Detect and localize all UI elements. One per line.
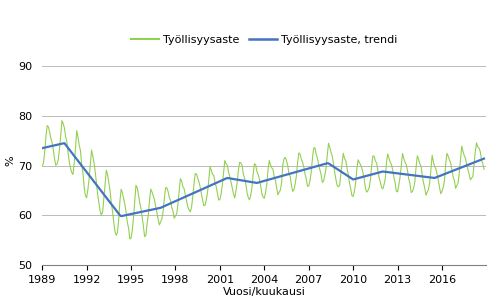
X-axis label: Vuosi/kuukausi: Vuosi/kuukausi xyxy=(223,288,306,298)
Y-axis label: %: % xyxy=(5,155,16,166)
Legend: Työllisyysaste, Työllisyysaste, trendi: Työllisyysaste, Työllisyysaste, trendi xyxy=(127,30,402,49)
